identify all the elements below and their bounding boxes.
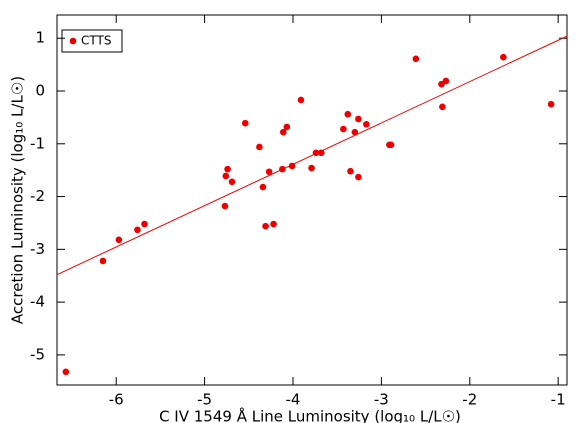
y-tick-label: 1 [35, 29, 45, 47]
point [355, 173, 362, 181]
x-axis-label: C IV 1549 Å Line Luminosity (log₁₀ L/L☉) [159, 407, 461, 423]
x-tick-label: -3 [374, 391, 389, 409]
point [412, 55, 420, 63]
y-tick-label: -5 [30, 345, 45, 363]
plot-frame [56, 14, 568, 386]
point [351, 128, 359, 136]
point [265, 168, 273, 176]
point [308, 164, 315, 172]
point [317, 149, 325, 157]
point [297, 96, 305, 104]
y-axis-label: Accretion Luminosity (log₁₀ L/L☉) [9, 76, 27, 324]
legend-marker [69, 37, 77, 45]
y-tick-label: -2 [30, 187, 45, 205]
x-tick-label: -4 [286, 391, 301, 409]
point [141, 220, 148, 228]
point [363, 120, 370, 128]
x-tick-label: -1 [551, 391, 566, 409]
point [442, 77, 450, 85]
point [228, 178, 236, 186]
point [134, 226, 141, 234]
y-tick-label: -4 [30, 293, 45, 311]
legend-label: CTTS [81, 34, 111, 48]
point [262, 222, 269, 230]
point [347, 167, 354, 175]
point [241, 119, 249, 127]
point [439, 103, 446, 111]
x-tick-label: -2 [462, 391, 477, 409]
point [259, 183, 267, 191]
x-tick-label: -5 [197, 391, 212, 409]
point [340, 125, 347, 133]
legend-box [61, 29, 123, 53]
fit-line [56, 35, 568, 276]
point [355, 115, 362, 123]
y-tick-label: -1 [30, 134, 45, 152]
point [344, 110, 352, 118]
point [62, 368, 70, 376]
point [115, 236, 123, 244]
point [279, 128, 287, 136]
point [221, 202, 229, 210]
x-tick-label: -6 [109, 391, 124, 409]
point [256, 143, 263, 151]
point [283, 123, 291, 131]
point [500, 53, 507, 61]
y-tick-label: 0 [35, 82, 45, 100]
point [387, 141, 395, 149]
point [547, 100, 555, 108]
point [222, 172, 230, 180]
point [224, 165, 231, 173]
y-tick-label: -3 [30, 240, 45, 258]
point [270, 220, 277, 228]
point [99, 257, 107, 265]
